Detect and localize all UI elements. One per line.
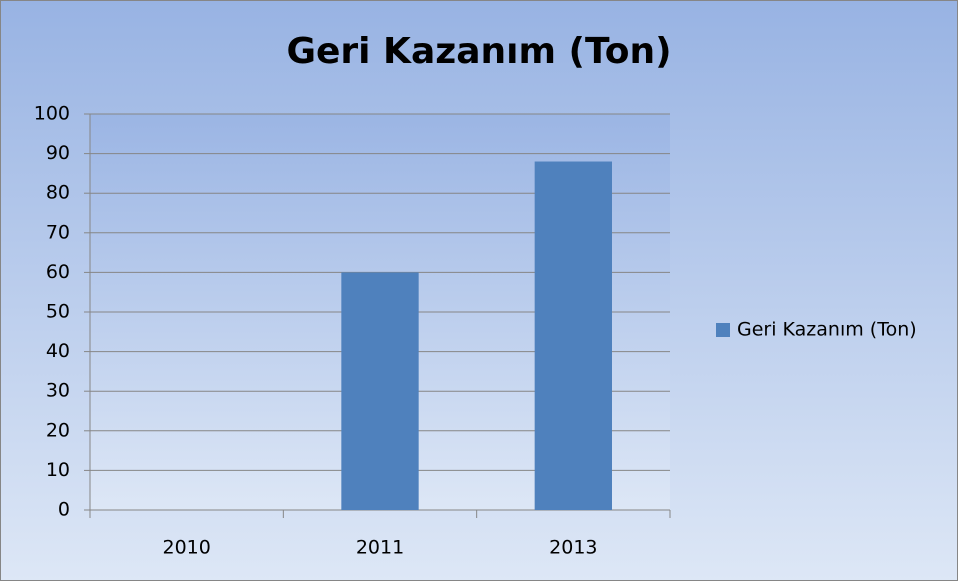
chart-title: Geri Kazanım (Ton) <box>286 31 671 72</box>
y-tick-label: 70 <box>46 221 70 243</box>
bar <box>341 272 419 510</box>
x-tick-label: 2011 <box>356 537 404 559</box>
y-tick-label: 20 <box>46 419 70 441</box>
y-tick-label: 90 <box>46 142 70 164</box>
y-tick-label: 100 <box>34 103 70 125</box>
y-tick-label: 0 <box>58 499 70 521</box>
y-tick-label: 80 <box>46 182 70 204</box>
y-tick-label: 60 <box>46 261 70 283</box>
y-tick-label: 10 <box>46 459 70 481</box>
legend-swatch <box>716 323 730 337</box>
y-tick-label: 30 <box>46 380 70 402</box>
legend-label: Geri Kazanım (Ton) <box>737 319 917 341</box>
x-tick-label: 2013 <box>549 537 597 559</box>
bar <box>534 161 612 510</box>
y-tick-label: 50 <box>46 301 70 323</box>
x-tick-label: 2010 <box>162 537 210 559</box>
y-tick-label: 40 <box>46 340 70 362</box>
